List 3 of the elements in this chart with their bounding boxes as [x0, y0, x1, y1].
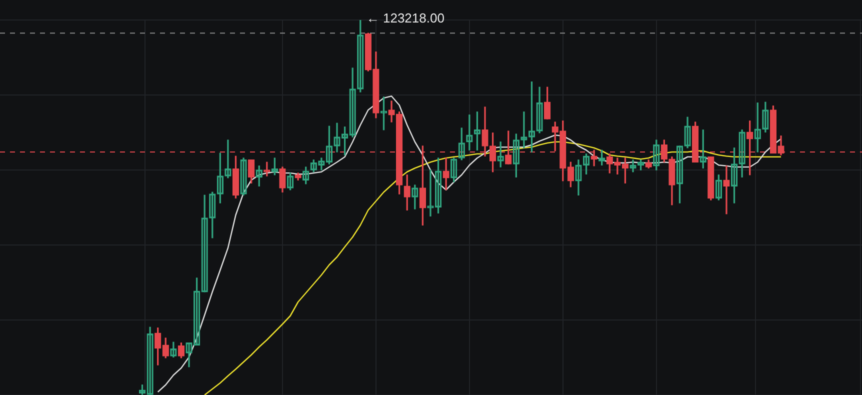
- candlestick: [442, 158, 450, 190]
- annotation: ← 123218.00: [366, 10, 444, 26]
- candlestick: [723, 166, 730, 214]
